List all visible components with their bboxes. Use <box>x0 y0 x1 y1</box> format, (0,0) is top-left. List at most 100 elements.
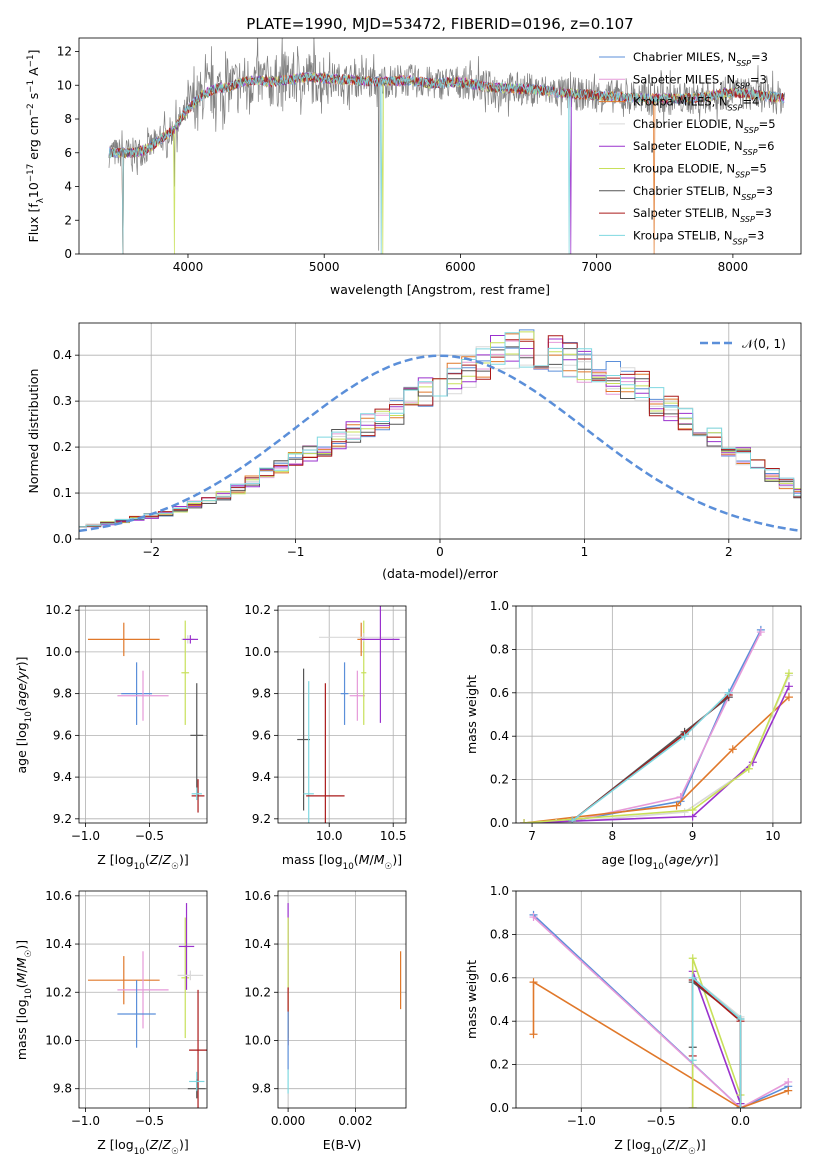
y-axis-label: age [log10(age/yr)] <box>14 656 34 773</box>
y-tick-label: 9.4 <box>252 770 271 784</box>
weight-line <box>523 672 790 823</box>
y-tick-label: 10.0 <box>45 645 72 659</box>
label-part: 10 <box>24 988 34 999</box>
label-part: Chabrier MILES, N <box>633 50 736 64</box>
label-part: 10 <box>343 862 354 872</box>
label-part: )] <box>392 852 402 867</box>
x-tick-label: 10.5 <box>380 829 407 843</box>
plot-area <box>87 903 207 1108</box>
axes-frame <box>515 605 802 824</box>
errorbar-chabrier-miles <box>340 662 349 725</box>
y-tick-label: 0.0 <box>490 816 509 830</box>
x-axis-label: mass [log10(M/M☉)] <box>282 852 402 872</box>
weight-marker <box>529 1030 538 1039</box>
label-part: −2 <box>26 103 36 116</box>
label-part: 10 <box>651 1147 662 1157</box>
y-tick-label: 9.8 <box>53 1082 72 1096</box>
y-tick-label: 9.6 <box>53 728 72 742</box>
x-tick-label: 5000 <box>309 260 340 274</box>
weight-marker <box>568 816 577 823</box>
label-part: )] <box>179 1137 189 1152</box>
label-part: =3 <box>747 228 764 242</box>
errorbar-salpeter-elodie <box>361 606 400 723</box>
model-spectrum-salpeter-stelib <box>108 72 785 254</box>
residual-panel: −2 −1 0 1 2 0.0 0.1 0.2 0.3 0.4 𝒩(0, 1) (data-model… <box>26 322 802 581</box>
label-part: Kroupa ELODIE, N <box>633 162 735 176</box>
errorbar-kroupa-stelib <box>189 1071 205 1092</box>
label-part: SSP <box>740 215 755 224</box>
x-tick-label: 0.000 <box>271 1114 305 1128</box>
y-tick-label: 9.8 <box>53 687 72 701</box>
x-tick-label: −0.5 <box>135 829 164 843</box>
label-part: ( <box>145 852 150 867</box>
y-axis-label: mass weight <box>464 675 479 754</box>
x-tick-label: 0.0 <box>731 1114 750 1128</box>
y-tick-label: 0.0 <box>53 532 72 546</box>
label-part: A <box>26 67 41 80</box>
figure-title: PLATE=1990, MJD=53472, FIBERID=0196, z=0… <box>246 15 633 33</box>
x-tick-label: 0 <box>436 545 444 559</box>
y-tick-label: 10.4 <box>45 937 72 951</box>
x-tick-label: 7 <box>528 829 536 843</box>
x-axis-label: age [log10(age/yr)] <box>601 852 718 872</box>
y-tick-label: 10.6 <box>244 889 271 903</box>
weight-marker <box>784 669 793 678</box>
label-part: / <box>675 1137 680 1152</box>
y-tick-label: 10.2 <box>45 603 72 617</box>
y-tick-label: 0.2 <box>490 773 509 787</box>
x-tick-label: 9 <box>689 829 697 843</box>
label-part: ☉ <box>171 862 179 872</box>
y-tick-label: 0.2 <box>53 440 72 454</box>
label-part: ☉ <box>24 950 34 958</box>
label-part: =3 <box>755 206 772 220</box>
x-axis-label: Z [log10(Z/Z☉)] <box>614 1137 706 1157</box>
histogram-kroupa-elodie <box>79 331 801 528</box>
label-part: 10 <box>134 862 145 872</box>
label-part: Salpeter MILES, N <box>633 72 735 86</box>
label-part: ( <box>14 706 29 711</box>
plot-area <box>79 329 801 533</box>
weight-marker <box>680 808 689 817</box>
model-spectrum-kroupa-stelib <box>108 71 785 254</box>
weight-marker <box>736 1015 745 1024</box>
axes-frame <box>515 890 802 1109</box>
weight-marker <box>529 978 538 987</box>
label-part: )] <box>709 852 719 867</box>
label-part: / <box>14 968 29 973</box>
weight-marker <box>520 819 529 823</box>
mass-vs-ebv-panel: 0.000 0.002 9.8 10.0 10.2 10.4 10.6 E(B-V) <box>244 889 407 1152</box>
label-part: mass [log <box>14 999 29 1060</box>
errorbar-salpeter-miles <box>349 670 366 721</box>
axes-frame <box>78 322 802 540</box>
label-part: Chabrier STELIB, N <box>633 184 741 198</box>
x-axis-label: Z [log10(Z/Z☉)] <box>97 1137 189 1157</box>
label-part: Z <box>666 1137 676 1152</box>
label-part: )] <box>696 1137 706 1152</box>
label-part: Chabrier ELODIE, N <box>633 117 744 131</box>
histogram-kroupa-stelib <box>79 332 801 528</box>
x-tick-label: −2 <box>142 545 160 559</box>
y-tick-label: 0 <box>64 247 72 261</box>
y-tick-label: 8 <box>64 112 72 126</box>
plot-area <box>287 903 402 1094</box>
label-part: =3 <box>756 184 773 198</box>
legend-label: 𝒩(0, 1) <box>742 337 786 351</box>
y-tick-label: 10.6 <box>45 889 72 903</box>
errorbar-salpeter-elodie <box>182 635 199 644</box>
errorbar-kroupa-elodie <box>181 917 190 1039</box>
errorbar-chabrier-miles <box>121 662 152 725</box>
x-tick-label: 8000 <box>718 260 749 274</box>
label-part: ( <box>14 983 29 988</box>
label-part: SSP <box>743 148 758 157</box>
x-tick-label: −1 <box>287 545 305 559</box>
y-tick-label: 0.4 <box>53 348 72 362</box>
x-tick-label: 4000 <box>173 260 204 274</box>
weight-marker <box>784 1086 793 1095</box>
errorbar-salpeter-stelib <box>191 779 205 813</box>
weight-line-kroupa-elodie <box>520 669 793 823</box>
errorbar-chabrier-stelib <box>190 683 204 788</box>
x-tick-label: 1 <box>581 545 589 559</box>
label-part: Z <box>162 1137 172 1152</box>
